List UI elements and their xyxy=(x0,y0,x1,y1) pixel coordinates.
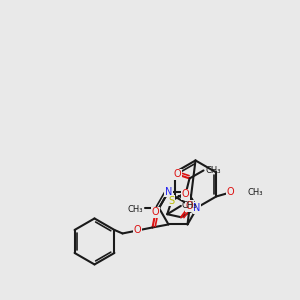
Text: O: O xyxy=(182,190,189,200)
Text: CH₃: CH₃ xyxy=(247,188,263,197)
Text: O: O xyxy=(174,169,181,179)
Text: S: S xyxy=(169,196,175,206)
Text: O: O xyxy=(226,188,234,197)
Text: N: N xyxy=(165,187,172,196)
Text: N: N xyxy=(193,203,201,213)
Text: CH₃: CH₃ xyxy=(182,201,197,210)
Text: CH₃: CH₃ xyxy=(206,166,221,175)
Text: O: O xyxy=(152,208,159,218)
Text: O: O xyxy=(186,201,193,211)
Text: CH₃: CH₃ xyxy=(128,205,143,214)
Text: O: O xyxy=(134,226,141,236)
